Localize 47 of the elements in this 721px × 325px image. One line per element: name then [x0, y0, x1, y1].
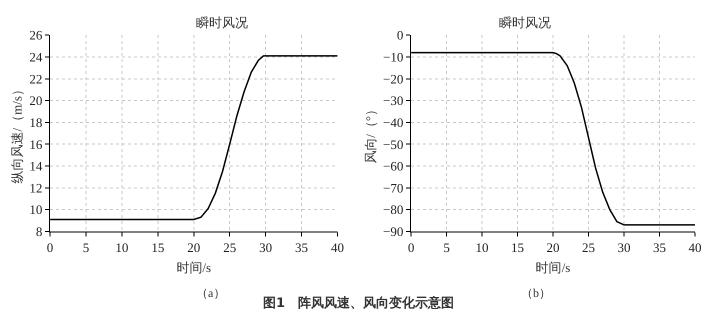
x-tick-label: 10: [115, 240, 128, 256]
x-tick-label: 20: [187, 240, 200, 256]
y-tick-label: −40: [383, 114, 404, 130]
chart-title: 瞬时风况: [499, 15, 551, 30]
x-tick-label: 30: [618, 240, 631, 256]
y-tick-label: 12: [29, 180, 42, 196]
y-axis-title: 纵向风速/（m/s）: [9, 83, 24, 184]
caption: 图1 阵风风速、风向变化示意图: [263, 295, 454, 311]
y-tick-label: 20: [29, 93, 42, 108]
y-tick-label: −90: [383, 224, 404, 240]
y-tick-label: 0: [396, 28, 404, 43]
x-tick-label: 15: [511, 240, 524, 256]
x-tick-label: 40: [330, 240, 344, 256]
y-axis-title: 风向/（°）: [362, 102, 378, 164]
y-tick-label: −30: [383, 93, 404, 108]
y-tick-label: 24: [29, 50, 43, 65]
x-tick-label: 35: [652, 240, 666, 256]
y-tick-label: −10: [383, 50, 404, 65]
y-tick-label: −80: [383, 202, 404, 218]
x-tick-label: 30: [259, 240, 272, 256]
x-tick-label: 40: [688, 240, 702, 256]
y-tick-label: −50: [383, 136, 404, 152]
y-tick-label: −70: [383, 180, 404, 196]
x-tick-label: 5: [82, 240, 90, 256]
x-tick-label: 0: [46, 240, 54, 256]
y-tick-label: 26: [29, 28, 43, 43]
x-axis-title: 时间/s: [176, 260, 212, 275]
chart-title: 瞬时风况: [196, 15, 248, 30]
x-tick-label: 25: [223, 240, 236, 256]
y-tick-label: −60: [383, 158, 404, 174]
y-tick-label: 10: [29, 202, 42, 218]
x-tick-label: 25: [582, 240, 596, 256]
x-tick-label: 5: [443, 240, 450, 256]
y-tick-label: 16: [29, 136, 43, 152]
y-tick-label: −20: [383, 71, 404, 86]
text: （b）: [521, 286, 551, 300]
y-tick-label: 8: [36, 224, 42, 240]
x-tick-label: 10: [476, 240, 489, 256]
x-axis-title: 时间/s: [536, 260, 570, 275]
x-tick-label: 35: [295, 240, 308, 256]
x-tick-label: 0: [408, 240, 414, 256]
x-tick-label: 20: [546, 240, 560, 256]
text: （a）: [196, 286, 226, 300]
y-tick-label: 22: [29, 71, 42, 86]
x-tick-label: 15: [151, 240, 164, 256]
y-tick-label: 18: [29, 114, 42, 130]
y-tick-label: 14: [29, 158, 43, 174]
